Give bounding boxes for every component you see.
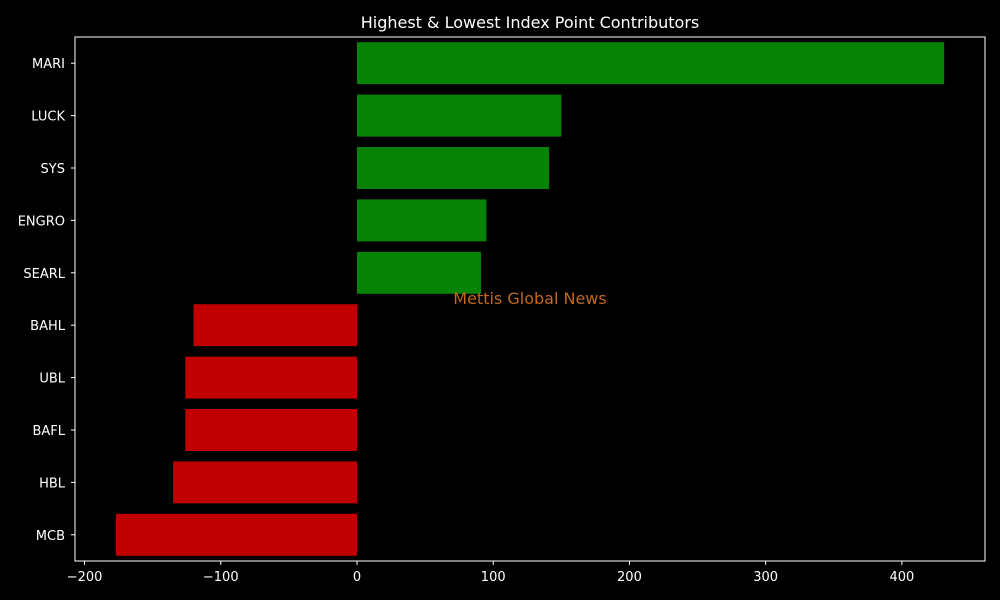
bar-mcb [115, 513, 357, 556]
y-tick-label: SYS [41, 162, 65, 177]
y-tick-label: SEARL [23, 267, 65, 282]
bar-bafl [185, 409, 357, 451]
bar-engro [356, 199, 487, 242]
x-tick-label: 400 [889, 570, 914, 585]
x-axis: −200 −100 0 100 200 300 400 [67, 561, 914, 585]
y-tick-label: MARI [32, 57, 65, 72]
x-tick-label: 100 [481, 570, 506, 585]
y-tick-label: ENGRO [18, 214, 65, 229]
x-tick-label: 200 [617, 570, 642, 585]
bar-sys [356, 147, 550, 189]
y-tick-label: LUCK [31, 110, 65, 125]
bar-bahl [193, 304, 357, 347]
bar-searl [356, 251, 481, 294]
chart-title: Highest & Lowest Index Point Contributor… [361, 13, 700, 32]
bar-luck [356, 94, 562, 137]
y-tick-label: UBL [39, 372, 65, 387]
bars-group [115, 42, 945, 556]
bar-mari [356, 42, 945, 85]
x-tick-label: −100 [203, 570, 239, 585]
y-tick-label: MCB [36, 529, 65, 544]
y-tick-label: BAHL [30, 319, 66, 334]
watermark-text: Mettis Global News [453, 289, 606, 308]
y-tick-label: BAFL [32, 424, 65, 439]
x-tick-label: 0 [353, 570, 361, 585]
x-tick-label: 300 [753, 570, 778, 585]
y-axis: MARI LUCK SYS ENGRO SEARL BAHL UBL BAFL HBL MCB [18, 57, 75, 544]
y-tick-label: HBL [39, 476, 66, 491]
axes-frame [74, 36, 986, 562]
x-tick-label: −200 [67, 570, 103, 585]
bar-hbl [173, 461, 357, 504]
bar-ubl [185, 356, 357, 399]
